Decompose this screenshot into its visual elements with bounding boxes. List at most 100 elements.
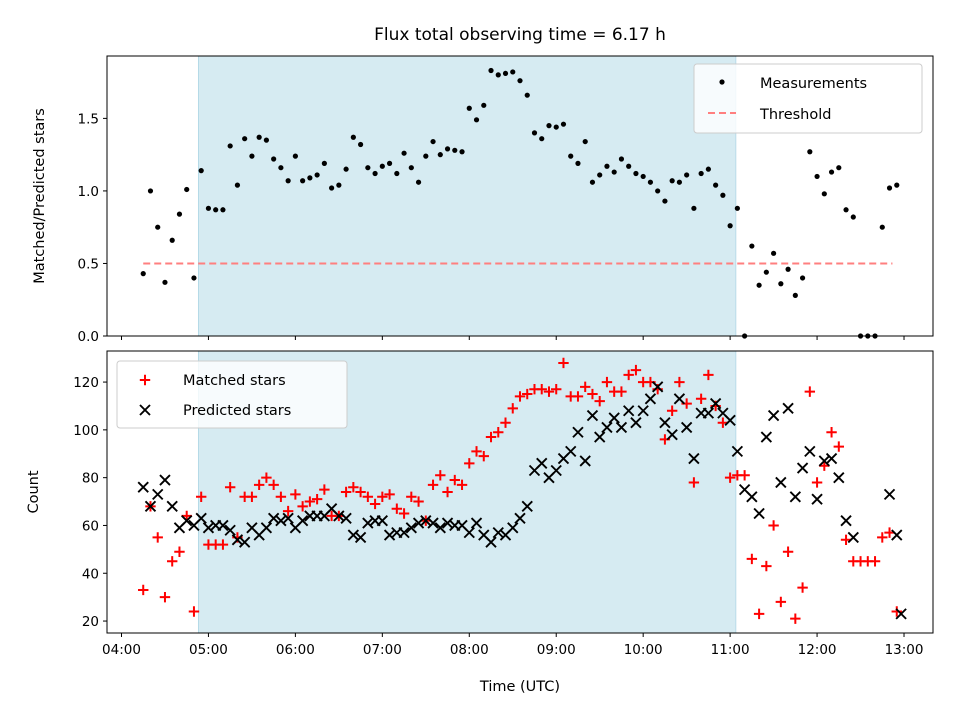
matched-star-point — [384, 489, 395, 500]
matched-star-point — [811, 477, 823, 488]
predicted-star-point — [840, 515, 852, 527]
legend-frame — [693, 63, 923, 134]
predicted-star-point — [753, 507, 765, 520]
measurement-point — [546, 123, 552, 129]
matched-star-point — [688, 477, 700, 488]
predicted-star-point — [224, 524, 236, 536]
measurement-point — [517, 78, 523, 84]
measurement-point — [720, 192, 726, 198]
predicted-star-point — [195, 512, 207, 524]
observing-window-span — [197, 55, 737, 337]
predicted-star-point — [847, 531, 859, 544]
matched-star-point — [695, 393, 707, 404]
matched-star-point — [840, 534, 852, 545]
matched-star-point — [282, 505, 294, 517]
predicted-star-point — [637, 405, 649, 417]
measurement-point — [618, 156, 625, 162]
matched-star-point — [304, 496, 316, 507]
measurement-point — [734, 205, 740, 211]
measurement-point — [321, 160, 327, 166]
measurement-point — [807, 149, 813, 155]
matched-star-point — [406, 491, 417, 502]
matched-star-point — [724, 472, 736, 483]
matched-star-point — [224, 482, 236, 493]
measurement-point — [684, 172, 690, 178]
measurement-point — [140, 271, 146, 277]
measurement-point — [662, 198, 668, 204]
matched-star-point — [826, 427, 837, 438]
predicted-star-point — [746, 491, 758, 503]
matched-star-point — [666, 405, 678, 416]
measurement-point — [640, 173, 646, 180]
legend-marker-predicted — [139, 404, 151, 416]
measurement-point — [343, 166, 349, 172]
matched-star-point — [761, 560, 772, 572]
matched-star-point — [833, 441, 845, 452]
predicted-star-point — [731, 445, 744, 458]
measurement-point — [300, 178, 306, 184]
measurement-point — [205, 205, 212, 211]
measurement-point — [307, 175, 313, 181]
matched-star-point — [253, 479, 265, 491]
measurement-point — [415, 179, 422, 185]
predicted-star-point — [267, 512, 280, 524]
measurement-point — [437, 152, 443, 158]
measurement-point — [539, 136, 545, 142]
predicted-star-point — [883, 488, 896, 501]
predicted-star-point — [782, 402, 794, 415]
measurement-point — [611, 169, 617, 175]
measurement-point — [198, 168, 204, 174]
measurement-point — [401, 150, 407, 156]
measurement-point — [705, 166, 711, 172]
matched-star-point — [391, 503, 403, 514]
predicted-star-point — [895, 608, 907, 620]
predicted-star-point — [521, 500, 533, 513]
predicted-star-point — [202, 522, 215, 534]
predicted-star-point — [688, 452, 700, 465]
legend-label-threshold: Threshold — [759, 107, 831, 123]
measurement-point — [473, 117, 480, 123]
measurement-point — [379, 163, 385, 169]
measurement-point — [256, 134, 262, 140]
predicted-star-point — [833, 471, 845, 484]
x-tick-label: 12:00 — [798, 642, 837, 658]
matched-star-point — [594, 395, 605, 407]
measurement-point — [792, 292, 798, 298]
predicted-star-point — [405, 522, 417, 534]
matched-star-point — [319, 484, 330, 495]
matched-star-point — [522, 388, 533, 400]
matched-star-point — [782, 546, 794, 557]
legend-top: Measurements Threshold — [693, 63, 923, 134]
measurement-point — [227, 143, 233, 149]
measurement-point — [828, 169, 835, 175]
predicted-star-point — [630, 417, 642, 429]
predicted-star-point — [238, 536, 251, 548]
predicted-star-point — [383, 529, 396, 541]
predicted-star-point — [340, 512, 352, 524]
matched-star-point — [536, 384, 547, 395]
measurement-point — [589, 179, 596, 185]
matched-star-point — [261, 472, 272, 483]
predicted-star-point — [376, 515, 389, 527]
matched-star-point — [369, 498, 381, 510]
measurement-point — [879, 224, 885, 230]
predicted-star-point — [492, 526, 504, 539]
measurement-point — [691, 205, 697, 211]
predicted-star-point — [354, 531, 367, 544]
predicted-star-point — [608, 412, 620, 424]
measurement-point — [147, 188, 154, 194]
predicted-star-point — [565, 445, 577, 458]
matched-star-point — [167, 556, 178, 567]
measurement-point — [843, 207, 849, 213]
predicted-star-point — [775, 476, 787, 489]
matched-star-point — [775, 596, 787, 608]
legend-label-measurements: Measurements — [760, 76, 867, 92]
predicted-star-point — [666, 428, 678, 441]
measurement-point — [713, 182, 719, 188]
predicted-star-point — [594, 431, 606, 443]
legend-marker-matched — [139, 374, 151, 386]
predicted-star-point — [680, 421, 693, 434]
matched-star-point — [616, 386, 627, 397]
measurement-point — [213, 207, 219, 213]
measurement-point — [394, 170, 400, 177]
